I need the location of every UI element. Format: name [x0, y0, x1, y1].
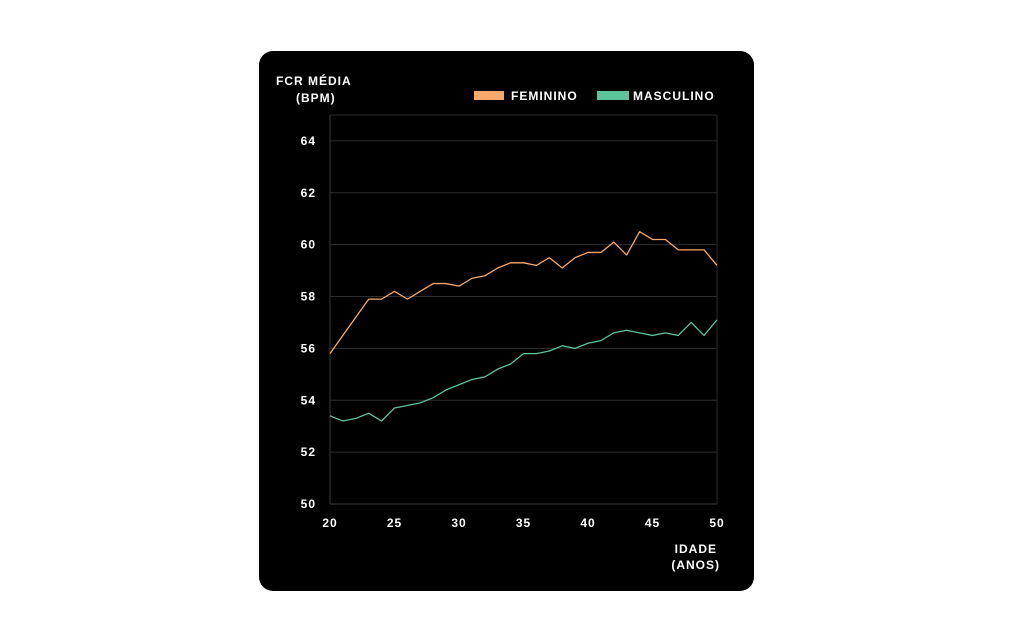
y-tick-label-64: 64	[301, 134, 316, 148]
y-axis-label-line-1: FCR MÉDIA	[276, 73, 352, 88]
y-tick-label-50: 50	[301, 497, 316, 511]
grid-layer	[329, 114, 718, 505]
x-tick-label-30: 30	[451, 516, 466, 530]
series-layer	[329, 231, 718, 422]
x-tick-label-45: 45	[645, 516, 660, 530]
series-line-feminino	[329, 231, 718, 354]
tick-layer: 50 52 54 56 58 60 62 64 20 25 30 35 40 45 50	[301, 134, 724, 530]
x-axis-label-line-1: IDADE	[675, 542, 717, 556]
x-tick-label-35: 35	[516, 516, 531, 530]
y-tick-label-62: 62	[301, 186, 316, 200]
x-axis-label-line-2: (ANOS)	[671, 558, 720, 572]
x-tick-label-40: 40	[580, 516, 595, 530]
legend: FEMININO MASCULINO	[474, 89, 715, 103]
legend-label-masculino: MASCULINO	[633, 89, 715, 103]
legend-swatch-feminino	[474, 91, 504, 100]
x-tick-label-20: 20	[322, 516, 337, 530]
legend-swatch-masculino	[597, 91, 629, 100]
y-tick-label-54: 54	[301, 393, 316, 407]
chart-card: 50 52 54 56 58 60 62 64 20 25 30 35 40 45 50 FCR MÉDIA…	[259, 51, 754, 591]
y-tick-label-56: 56	[301, 341, 316, 355]
y-axis-label-line-2: (BPM)	[296, 91, 336, 105]
y-tick-label-58: 58	[301, 290, 316, 304]
x-tick-label-50: 50	[709, 516, 724, 530]
heart-rate-chart: 50 52 54 56 58 60 62 64 20 25 30 35 40 45 50 FCR MÉDIA…	[276, 73, 724, 572]
x-tick-label-25: 25	[387, 516, 402, 530]
y-tick-label-60: 60	[301, 238, 316, 252]
y-tick-label-52: 52	[301, 445, 316, 459]
legend-label-feminino: FEMININO	[511, 89, 578, 103]
series-line-masculino	[329, 319, 718, 422]
